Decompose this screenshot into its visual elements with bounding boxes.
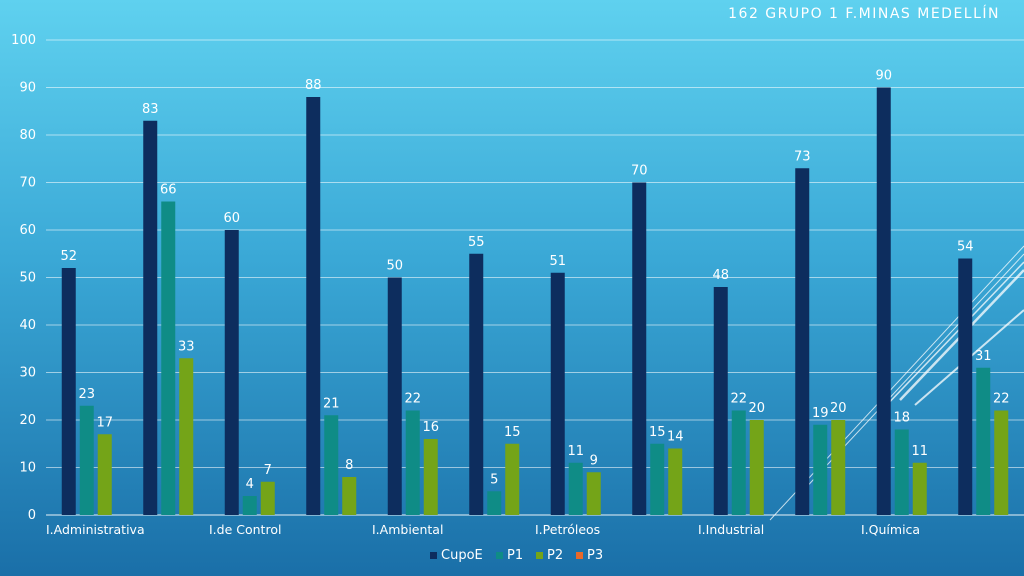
bar-cupoe: [469, 253, 484, 515]
data-label: 73: [794, 149, 811, 164]
bar-cupoe: [61, 268, 76, 515]
data-label: 8: [345, 458, 353, 473]
bar-cupoe: [876, 87, 891, 515]
data-label: 7: [264, 463, 272, 478]
bar-p1: [650, 443, 665, 515]
bar-cupoe: [550, 272, 565, 515]
bar-p2: [994, 410, 1009, 515]
bar-p2: [423, 439, 438, 515]
bar-cupoe: [713, 287, 728, 515]
y-tick-label: 0: [28, 508, 36, 523]
data-label: 4: [246, 477, 254, 492]
bar-p1: [568, 462, 583, 515]
data-label: 14: [667, 430, 684, 445]
y-tick-label: 40: [19, 318, 36, 333]
bar-cupoe: [143, 120, 158, 515]
x-category-label: I.Ambiental: [372, 522, 443, 537]
data-label: 60: [223, 211, 240, 226]
bar-p2: [97, 434, 112, 515]
legend-swatch-p2: [536, 552, 543, 559]
y-tick-label: 50: [19, 271, 36, 286]
data-label: 20: [830, 401, 847, 416]
bar-p2: [668, 448, 683, 515]
y-tick-label: 20: [19, 413, 36, 428]
x-category-label: I.Petróleos: [535, 522, 600, 537]
data-label: 88: [305, 78, 322, 93]
data-label: 90: [875, 69, 892, 84]
data-label: 22: [730, 392, 747, 407]
bar-p2: [260, 481, 275, 515]
bar-p1: [487, 491, 502, 515]
data-label: 70: [631, 164, 648, 179]
legend-label-p2: P2: [547, 548, 563, 563]
x-category-label: I.de Control: [209, 522, 281, 537]
bar-p2: [342, 477, 357, 515]
bar-cupoe: [958, 258, 973, 515]
data-label: 48: [712, 268, 729, 283]
bar-p1: [242, 496, 257, 515]
data-label: 16: [422, 420, 439, 435]
y-tick-label: 70: [19, 176, 36, 191]
data-label: 18: [893, 411, 910, 426]
data-label: 23: [78, 387, 95, 402]
data-label: 55: [468, 235, 485, 250]
bar-p2: [586, 472, 601, 515]
x-category-label: I.Industrial: [698, 522, 764, 537]
y-tick-label: 100: [11, 33, 36, 48]
bar-cupoe: [224, 230, 239, 515]
y-tick-label: 10: [19, 461, 36, 476]
bar-p1: [731, 410, 746, 515]
x-category-label: I.Administrativa: [46, 522, 145, 537]
data-label: 11: [567, 444, 584, 459]
data-label: 15: [504, 425, 521, 440]
data-label: 19: [812, 406, 829, 421]
data-label: 21: [323, 396, 340, 411]
slide-title: 162 GRUPO 1 F.MINAS MEDELLÍN: [728, 6, 1000, 22]
legend-swatch-p1: [496, 552, 503, 559]
bar-p1: [976, 367, 991, 515]
bar-p2: [505, 443, 520, 515]
data-label: 83: [142, 102, 159, 117]
bar-p1: [79, 405, 94, 515]
data-label: 52: [60, 249, 77, 264]
bar-p1: [894, 429, 909, 515]
y-tick-label: 60: [19, 223, 36, 238]
data-label: 9: [590, 453, 598, 468]
legend-label-p1: P1: [507, 548, 523, 563]
bar-cupoe: [795, 168, 810, 515]
data-label: 5: [490, 472, 498, 487]
legend-swatch-cupoe: [430, 552, 437, 559]
data-label: 15: [649, 425, 666, 440]
data-label: 50: [386, 259, 403, 274]
bar-p2: [912, 462, 927, 515]
data-label: 17: [96, 415, 113, 430]
data-label: 31: [975, 349, 992, 364]
y-tick-label: 80: [19, 128, 36, 143]
bar-p1: [324, 415, 339, 515]
bar-p1: [405, 410, 420, 515]
bar-cupoe: [387, 277, 402, 515]
data-label: 66: [160, 183, 177, 198]
data-label: 54: [957, 240, 974, 255]
legend-label-p3: P3: [587, 548, 603, 563]
data-label: 11: [911, 444, 928, 459]
data-label: 51: [549, 254, 566, 269]
bar-p2: [749, 420, 764, 515]
bar-cupoe: [306, 97, 321, 515]
bar-cupoe: [632, 182, 647, 515]
legend-swatch-p3: [576, 552, 583, 559]
data-label: 22: [404, 392, 421, 407]
bar-p1: [813, 424, 828, 515]
bar-p2: [179, 358, 194, 515]
y-tick-label: 90: [19, 81, 36, 96]
bar-p1: [161, 201, 176, 515]
data-label: 33: [178, 339, 195, 354]
data-label: 22: [993, 392, 1010, 407]
x-category-label: I.Química: [861, 522, 920, 537]
data-label: 20: [748, 401, 765, 416]
bar-p2: [831, 420, 846, 515]
y-tick-label: 30: [19, 366, 36, 381]
legend-label-cupoe: CupoE: [441, 548, 483, 563]
